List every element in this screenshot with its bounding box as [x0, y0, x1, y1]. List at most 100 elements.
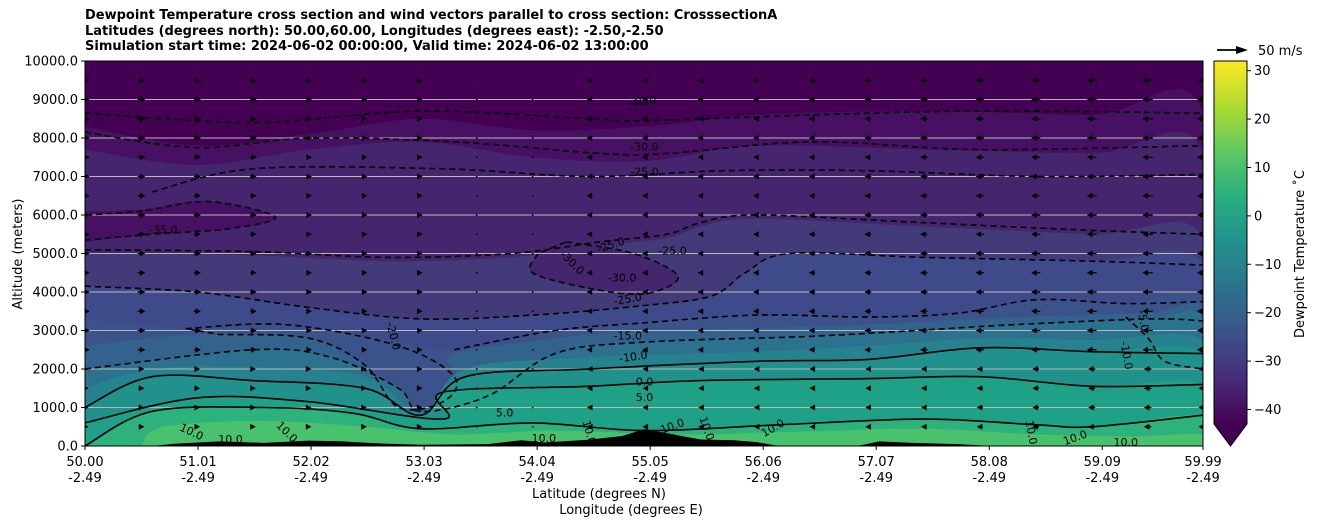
wind-vector-head	[586, 192, 593, 199]
wind-vector-head	[361, 115, 368, 122]
wind-vector-177	[586, 192, 593, 199]
wind-vector-head	[975, 192, 982, 199]
wind-vector-head	[85, 193, 90, 199]
wind-vector-head	[251, 154, 257, 161]
wind-vector-head	[698, 423, 704, 430]
wind-vector-head	[920, 173, 926, 180]
wind-vector-355	[1086, 327, 1097, 334]
wind-vector-293	[920, 231, 928, 238]
wind-vector-4	[85, 154, 90, 160]
wind-vector-14	[85, 347, 90, 353]
wind-vector-285	[920, 77, 928, 84]
wind-vector-75	[250, 423, 256, 430]
wind-vector-head	[587, 366, 593, 372]
wind-vector-46	[193, 231, 201, 238]
wind-vector-385	[1197, 173, 1203, 180]
wind-vector-19	[137, 77, 146, 84]
wind-vector-83	[306, 212, 312, 218]
wind-vector-236	[753, 231, 759, 238]
wind-vector-head	[361, 423, 367, 430]
wind-vector-169	[531, 406, 534, 409]
wind-vector-head	[864, 346, 870, 353]
plot-area: -40.0-30.0-25.0-35.0-25.0 -25.0-30.0-30.0…	[85, 61, 1203, 446]
wind-vector-head	[138, 404, 145, 411]
wind-vector-head	[195, 154, 201, 161]
wind-vector-120	[417, 192, 423, 199]
wind-vector-346	[1086, 154, 1097, 161]
wind-vector-89	[306, 327, 312, 334]
wind-vector-0	[85, 77, 90, 83]
wind-vector-214	[697, 173, 704, 180]
wind-vector-head	[1086, 231, 1093, 238]
wind-vector-101	[361, 192, 368, 199]
wind-vector-head	[1143, 385, 1150, 392]
wind-vector-head	[975, 308, 982, 315]
wind-vector-203	[642, 327, 648, 334]
wind-vector-383	[1197, 135, 1203, 141]
wind-vector-head	[1031, 231, 1037, 238]
wind-vector-72	[250, 366, 256, 372]
contour-line-12	[85, 375, 1203, 424]
wind-vector-186	[587, 366, 593, 372]
wind-vector-62	[250, 173, 257, 180]
wind-vector-head	[306, 346, 312, 353]
wind-vector-260	[808, 327, 815, 334]
wind-vector-328	[1031, 173, 1041, 180]
wind-vector-143	[475, 271, 478, 274]
wind-vector-head	[139, 135, 146, 141]
wind-vector-head	[864, 250, 870, 257]
wind-vector-332	[1031, 250, 1041, 257]
wind-vector-204	[642, 346, 648, 353]
wind-vector-193	[642, 135, 648, 141]
wind-vector-142	[475, 252, 478, 255]
wind-vector-head	[417, 269, 423, 276]
wind-vector-head	[139, 173, 146, 180]
wind-vector-head	[809, 423, 816, 430]
wind-vector-266	[864, 77, 872, 84]
contour-line-11	[85, 346, 1203, 417]
wind-vector-head	[361, 269, 368, 276]
wind-vector-279	[864, 327, 872, 334]
wind-vector-head	[139, 308, 146, 315]
wind-vector-head	[697, 289, 704, 295]
wind-vector-397	[1198, 405, 1203, 410]
x-tick-label-lon-5: -2.49	[633, 471, 667, 486]
wind-vector-60	[250, 135, 257, 141]
wind-vector-187	[587, 385, 593, 392]
wind-vector-head	[1086, 327, 1093, 334]
wind-vector-head	[1031, 289, 1037, 295]
wind-vector-head	[1142, 135, 1148, 141]
wind-vector-146	[475, 329, 478, 332]
wind-vector-222	[697, 327, 704, 334]
wind-vector-388	[1197, 231, 1203, 238]
wind-vector-393	[1197, 327, 1203, 334]
wind-vector-152	[531, 79, 534, 82]
wind-vector-head	[753, 96, 759, 103]
contour-label-13: 5.0	[636, 391, 654, 404]
wind-vector-head	[1086, 96, 1093, 103]
wind-vector-167	[531, 368, 534, 370]
wind-vector-41	[193, 135, 201, 141]
wind-vector-82	[306, 192, 312, 199]
wind-vector-head	[138, 423, 145, 430]
contour-line-1	[85, 131, 1203, 156]
wind-vector-207	[642, 404, 649, 411]
wind-vector-102	[361, 212, 368, 218]
x-tick-label-lon-0: -2.49	[68, 471, 102, 486]
contour-label-21: 10.0	[532, 432, 557, 445]
wind-vector-205	[642, 366, 649, 372]
wind-vector-121	[417, 212, 423, 218]
wind-vector-213	[697, 154, 704, 161]
wind-vector-head	[753, 154, 759, 161]
wind-vector-11	[85, 289, 90, 295]
wind-vector-head	[920, 289, 926, 295]
wind-vector-63	[250, 192, 257, 199]
wind-vector-head	[753, 77, 759, 84]
wind-vector-257	[808, 269, 815, 276]
wind-vector-221	[697, 308, 704, 315]
wind-vector-302	[921, 404, 927, 411]
wind-vector-head	[697, 154, 704, 161]
wind-vector-head	[642, 192, 648, 199]
wind-vector-head	[753, 289, 759, 295]
wind-vector-head	[1086, 135, 1093, 141]
